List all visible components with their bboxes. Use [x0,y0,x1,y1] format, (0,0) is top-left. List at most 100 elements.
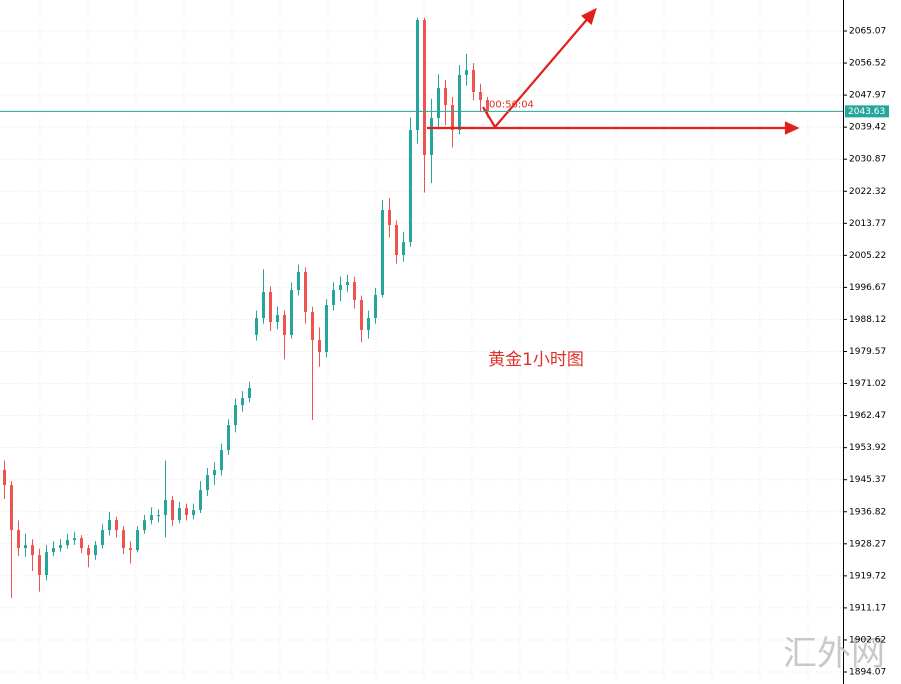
candle-body [227,425,230,451]
candle-body [318,340,321,353]
y-tick-label: 1988.12 [849,315,886,325]
candle-body [290,290,293,336]
y-tick-label: 2030.87 [849,155,886,165]
candle-body [325,305,328,353]
candle-body [122,530,125,549]
candles [3,17,489,599]
current-price-box [845,105,889,118]
y-tick-label: 1962.47 [849,411,886,421]
candle-body [269,292,272,323]
candle-body [332,290,335,306]
candle-body [374,295,377,319]
candle-body [346,282,349,286]
arrow-line [494,16,590,128]
candle-body [430,118,433,156]
candle-body [444,88,447,105]
candle-body [381,210,384,296]
candle-body [10,485,13,531]
candle-body [129,548,132,551]
candle-body [423,20,426,156]
candle-body [311,312,314,341]
candle-body [297,272,300,291]
candle-body [87,548,90,556]
candle-body [304,272,307,313]
y-tick-label: 2039.42 [849,123,886,133]
candle-body [24,545,27,549]
candle-body [38,555,41,576]
y-tick-label: 1936.82 [849,507,886,517]
candle-body [241,398,244,406]
y-tick-label: 2047.97 [849,91,886,101]
candle-body [262,292,265,319]
arrows [427,7,800,135]
candle-body [213,470,216,476]
candle-body [150,515,153,521]
annotation: 黄金1小时图 [488,350,584,370]
y-tick-label: 1928.27 [849,539,886,549]
y-tick-label: 1945.37 [849,475,886,485]
arrow-head [581,7,597,25]
candle-body [199,490,202,511]
candle-body [283,315,286,336]
candle-body [388,210,391,226]
y-tick-label: 1953.92 [849,443,886,453]
candle-body [395,225,398,256]
candle-body [185,508,188,516]
candle-body [17,530,20,549]
timer: 00:56:04 [489,99,534,110]
candle-body [80,538,83,549]
grid [0,0,843,684]
candle-body [66,540,69,546]
candle-body [206,475,209,491]
candle-body [73,538,76,541]
candle-body [416,20,419,131]
candle-body [360,300,363,331]
candle-body [45,552,48,576]
candle-body [458,75,461,131]
candle-body [108,520,111,531]
current-price-label: 2043.63 [848,107,885,117]
candle-body [479,91,482,101]
y-tick-label: 1996.67 [849,283,886,293]
candle-body [276,315,279,323]
candle-body [3,469,6,486]
y-tick-label: 2065.07 [849,27,886,37]
candle-body [339,285,342,291]
candle-body [52,548,55,553]
arrow-line [482,106,496,128]
candle-body [367,318,370,331]
candle-body [143,520,146,531]
y-tick-label: 2005.22 [849,251,886,261]
arrow-head [784,121,800,135]
candle-body [409,130,412,243]
candle-body [437,88,440,119]
y-tick-label: 1894.07 [849,668,886,678]
y-tick-label: 1902.62 [849,635,886,645]
y-tick-label: 1971.02 [849,379,886,389]
candle-body [31,545,34,556]
y-tick-label: 2056.52 [849,59,886,69]
y-tick-label: 1979.57 [849,347,886,357]
candle-body [94,545,97,556]
candle-body [353,282,356,301]
candle-body [115,520,118,531]
candle-body [486,100,489,112]
y-tick-label: 2022.32 [849,187,886,197]
candle-body [59,545,62,549]
candle-body [178,508,181,521]
candle-body [192,510,195,516]
candle-body [402,242,405,256]
candle-body [465,70,468,76]
candle-body [157,515,160,517]
y-tick-label: 1919.72 [849,571,886,581]
candle-body [101,530,104,546]
candle-body [136,530,139,551]
y-tick-label: 2013.77 [849,219,886,229]
candle-body [451,104,454,131]
candle-body [234,405,237,426]
candle-body [248,388,251,399]
y-tick-label: 1911.17 [849,603,886,613]
candle-body [472,70,475,92]
